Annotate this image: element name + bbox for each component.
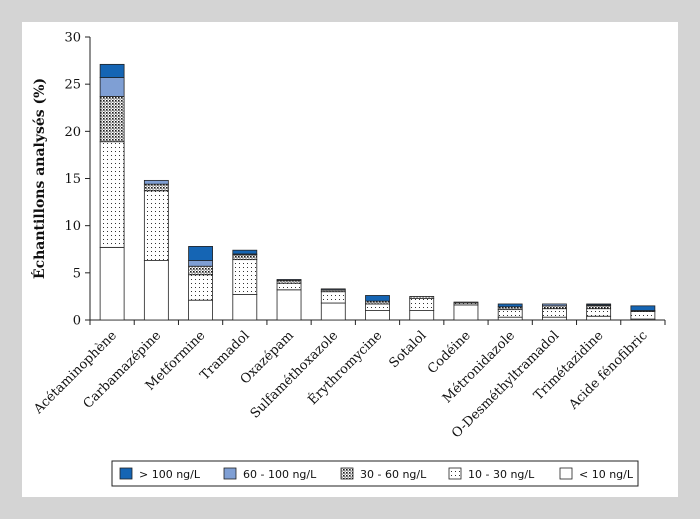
bar-segment — [188, 246, 213, 261]
x-tick-label: Acétaminophène — [31, 328, 121, 418]
bar-segment — [143, 183, 169, 192]
bar-segment — [232, 259, 258, 295]
bar-segment — [409, 297, 435, 311]
legend-swatch — [223, 467, 237, 480]
bar-segment — [586, 305, 612, 310]
x-tick-label: Acide fénofibric — [566, 328, 651, 413]
bar-segment — [409, 310, 435, 321]
chart-frame: 0 5 10 15 20 25 30 Acétaminophène Carbamazépine… — [22, 22, 678, 497]
bar-segment — [497, 316, 523, 321]
bar-segment — [232, 249, 258, 255]
bar-segment — [586, 315, 612, 321]
legend-label: > 100 ng/L — [139, 468, 201, 481]
legend-swatch — [119, 467, 133, 480]
bar-segment — [188, 260, 213, 267]
legend-label: 60 - 100 ng/L — [243, 468, 317, 481]
bar-segment — [542, 303, 567, 307]
legend: > 100 ng/L 60 - 100 ng/L 30 - 60 ng/L 10 - … — [111, 460, 639, 487]
y-tick-label: 5 — [73, 266, 81, 281]
legend-swatch — [559, 467, 573, 480]
bar-segment — [365, 295, 390, 302]
bar-segment — [99, 246, 125, 321]
bar-segment — [143, 190, 169, 261]
x-tick-label: Sotalol — [387, 328, 430, 371]
bar-segment — [497, 306, 523, 311]
bar-segment — [276, 279, 302, 281]
bar-segment — [586, 308, 612, 317]
legend-label: 10 - 30 ng/L — [468, 468, 535, 481]
axes: 0 5 10 15 20 25 30 — [64, 31, 666, 329]
bar-segment — [409, 296, 435, 299]
bar-segment — [276, 289, 302, 321]
legend-swatch — [340, 467, 354, 480]
bar-segment — [99, 77, 125, 97]
y-tick-label: 0 — [73, 314, 81, 329]
bar-segment — [99, 63, 125, 78]
bar-segment — [320, 302, 346, 321]
legend-swatch — [448, 467, 462, 480]
bar-segment — [99, 141, 125, 248]
legend-label: < 10 ng/L — [579, 468, 634, 481]
bar-segment — [276, 282, 302, 291]
legend-label: 30 - 60 ng/L — [360, 468, 427, 481]
bar-segment — [497, 303, 523, 308]
x-tick-label: Érythromycine — [305, 327, 386, 408]
y-tick-label: 10 — [64, 219, 81, 234]
bar-segment — [365, 300, 390, 305]
bar-segment — [232, 294, 258, 321]
bar-segment — [542, 308, 567, 318]
bar-segment — [143, 260, 169, 321]
bar-segment — [188, 265, 213, 276]
bar-segment — [453, 301, 479, 304]
y-tick-label: 15 — [64, 172, 81, 187]
stacked-bar-chart: 0 5 10 15 20 25 30 AcétaminophèneCarbamazépine… — [30, 31, 666, 487]
bar-segment — [586, 303, 612, 306]
bar-segment — [276, 279, 302, 284]
bar-segment — [630, 305, 656, 311]
bar-segment — [453, 304, 479, 321]
bar-segment — [188, 274, 213, 301]
bar-segment — [188, 299, 213, 321]
bar-segment — [542, 316, 567, 321]
legend-box — [111, 460, 639, 487]
bar-segment — [630, 311, 656, 320]
y-tick-label: 25 — [64, 78, 81, 93]
y-tick-label: 20 — [64, 125, 81, 140]
y-axis-label: Échantillons analysés (%) — [30, 78, 48, 279]
bar-segment — [542, 305, 567, 310]
bar-segment — [99, 96, 125, 143]
x-tick-label: Carbamazépine — [81, 328, 165, 412]
bar-segment — [232, 254, 258, 261]
bar-segment — [320, 291, 346, 304]
bar-segment — [497, 309, 523, 318]
x-tick-labels: AcétaminophèneCarbamazépineMetformineTra… — [31, 327, 651, 441]
y-tick-label: 30 — [64, 31, 81, 46]
bar-segment — [365, 310, 390, 321]
bar-segment — [143, 179, 169, 185]
bars — [99, 63, 656, 321]
bar-segment — [320, 288, 346, 291]
bar-segment — [365, 303, 390, 311]
